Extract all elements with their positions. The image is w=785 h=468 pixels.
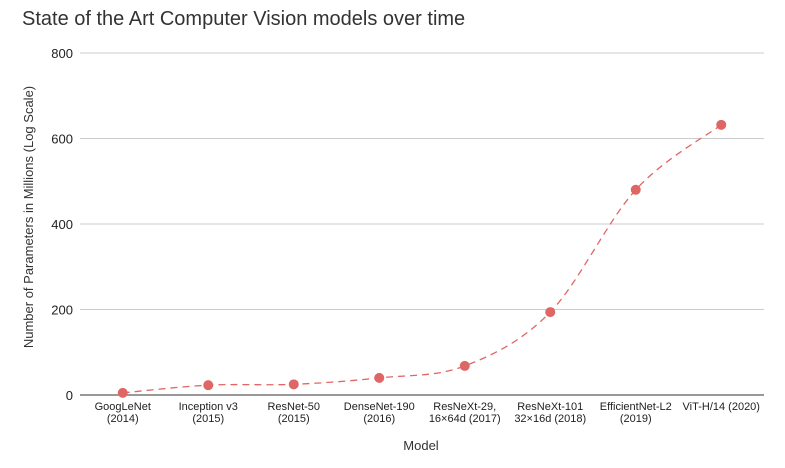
y-tick-label: 800 xyxy=(51,46,73,61)
x-tick-label: DenseNet-190 (2016) xyxy=(344,401,415,425)
x-tick-label-line: 16×64d (2017) xyxy=(429,413,501,425)
x-tick-label-line: DenseNet-190 xyxy=(344,401,415,413)
x-tick-label-line: (2016) xyxy=(363,413,395,425)
x-tick-label-line: 32×16d (2018) xyxy=(514,413,586,425)
data-points xyxy=(117,119,727,398)
x-tick-label: ResNeXt-29, 16×64d (2017) xyxy=(429,401,501,425)
x-tick-label: EfficientNet-L2 (2019) xyxy=(600,401,672,425)
x-tick-label-line: ViT-H/14 (2020) xyxy=(683,401,760,413)
x-tick-label-line: Inception v3 xyxy=(179,401,238,413)
data-point xyxy=(545,307,556,318)
series-lines xyxy=(122,124,722,394)
x-tick-label-line: ResNeXt-29, xyxy=(433,401,496,413)
x-tick-label-line: GoogLeNet xyxy=(95,401,151,413)
x-tick-label: ResNeXt-101 32×16d (2018) xyxy=(514,401,586,425)
x-tick-label: Inception v3 (2015) xyxy=(179,401,238,425)
x-axis-ticks: GoogLeNet (2014)Inception v3 (2015)ResNet-… xyxy=(95,401,760,425)
grid xyxy=(80,52,764,396)
x-tick-label-line: EfficientNet-L2 xyxy=(600,401,672,413)
x-tick-label-line: (2019) xyxy=(620,413,652,425)
data-point xyxy=(288,379,299,390)
x-tick-label-line: ResNeXt-101 xyxy=(517,401,583,413)
y-tick-label: 0 xyxy=(66,388,73,403)
series-line xyxy=(122,124,722,394)
x-tick-label: ResNet-50 (2015) xyxy=(267,401,320,425)
x-tick-label-line: (2015) xyxy=(278,413,310,425)
y-axis-ticks: 0 200 400 600 800 xyxy=(51,46,73,403)
data-point xyxy=(374,372,385,383)
x-tick-label-line: (2015) xyxy=(192,413,224,425)
data-point xyxy=(630,184,641,195)
x-tick-label: ViT-H/14 (2020) xyxy=(683,401,760,413)
data-point xyxy=(117,387,128,398)
x-tick-label-line: (2014) xyxy=(107,413,139,425)
data-point xyxy=(716,119,727,130)
chart-title: State of the Art Computer Vision models … xyxy=(22,8,466,30)
data-point xyxy=(203,380,214,391)
y-axis-label: Number of Parameters in Millions (Log Sc… xyxy=(21,86,36,348)
y-tick-label: 400 xyxy=(51,217,73,232)
data-point xyxy=(459,360,470,371)
y-tick-label: 200 xyxy=(51,303,73,318)
x-tick-label: GoogLeNet (2014) xyxy=(95,401,151,425)
x-axis-label: Model xyxy=(403,438,439,453)
y-tick-label: 600 xyxy=(51,132,73,147)
x-tick-label-line: ResNet-50 xyxy=(267,401,320,413)
